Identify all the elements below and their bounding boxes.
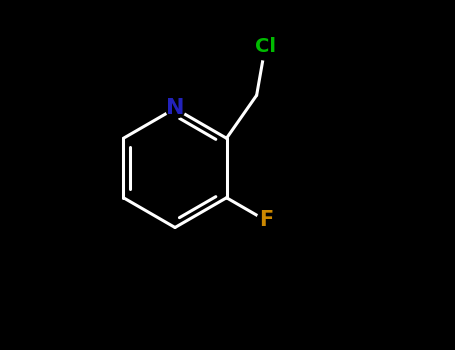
Text: F: F <box>259 210 273 231</box>
Text: Cl: Cl <box>255 37 276 56</box>
Text: N: N <box>166 98 184 119</box>
